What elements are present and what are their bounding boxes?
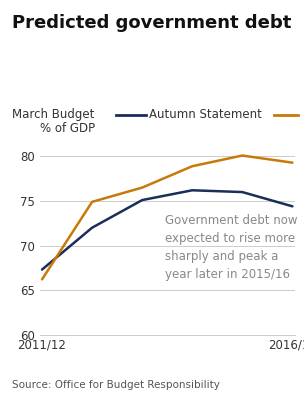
Text: Predicted government debt: Predicted government debt [12,14,292,32]
Text: Autumn Statement: Autumn Statement [149,109,262,121]
Text: Source: Office for Budget Responsibility: Source: Office for Budget Responsibility [12,380,220,390]
Text: Government debt now
expected to rise more
sharply and peak a
year later in 2015/: Government debt now expected to rise mor… [165,214,297,281]
Text: % of GDP: % of GDP [40,122,95,135]
Text: March Budget: March Budget [12,109,95,121]
